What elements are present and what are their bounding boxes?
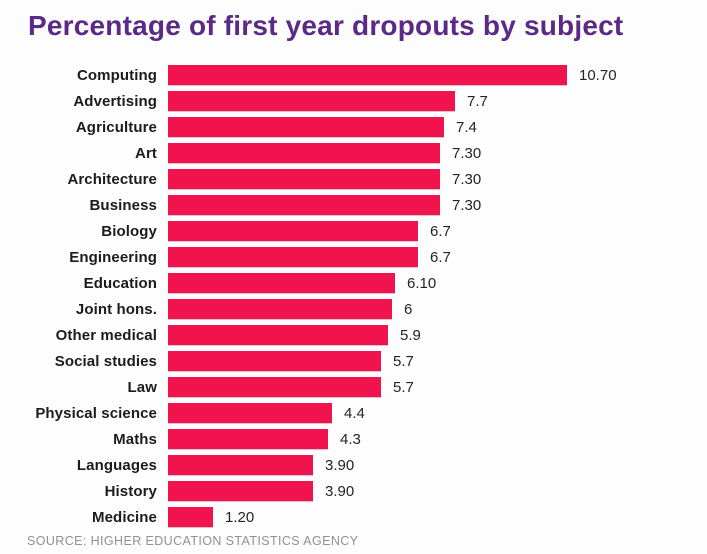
bar	[168, 455, 313, 475]
value-label: 7.30	[452, 144, 482, 162]
value-label: 10.70	[579, 66, 617, 84]
chart-row: Engineering 6.7	[0, 244, 707, 270]
category-label: Agriculture	[75, 118, 157, 136]
bar	[168, 91, 455, 111]
value-label: 5.7	[393, 378, 414, 396]
bar-track: 7.30	[168, 195, 707, 215]
chart-row: History 3.90	[0, 478, 707, 504]
value-label: 1.20	[225, 508, 255, 526]
chart-row: Social studies 5.7	[0, 348, 707, 374]
bar	[168, 195, 440, 215]
chart-row: Physical science 4.4	[0, 400, 707, 426]
value-label: 7.7	[467, 92, 488, 110]
bar-track: 6.7	[168, 247, 707, 267]
bar	[168, 507, 213, 527]
bar-track: 4.4	[168, 403, 707, 423]
category-label: Maths	[113, 430, 157, 448]
bar-track: 6.7	[168, 221, 707, 241]
bar	[168, 351, 381, 371]
bar	[168, 273, 395, 293]
bar	[168, 247, 418, 267]
bar	[168, 299, 392, 319]
bar	[168, 117, 444, 137]
category-label: History	[104, 482, 157, 500]
bar-track: 7.7	[168, 91, 707, 111]
bar-track: 3.90	[168, 481, 707, 501]
bar-track: 6.10	[168, 273, 707, 293]
value-label: 7.30	[452, 196, 482, 214]
chart-row: Languages 3.90	[0, 452, 707, 478]
category-label: Architecture	[67, 170, 157, 188]
bar-chart: Computing 10.70 Advertising 7.7 Agricult…	[0, 62, 707, 530]
bar-track: 5.9	[168, 325, 707, 345]
bar-track: 7.30	[168, 169, 707, 189]
bar	[168, 325, 388, 345]
bar	[168, 169, 440, 189]
value-label: 4.3	[340, 430, 361, 448]
bar-track: 5.7	[168, 351, 707, 371]
bar-track: 3.90	[168, 455, 707, 475]
chart-row: Biology 6.7	[0, 218, 707, 244]
bar	[168, 403, 332, 423]
bar-track: 10.70	[168, 65, 707, 85]
chart-row: Art 7.30	[0, 140, 707, 166]
value-label: 3.90	[325, 456, 355, 474]
value-label: 6.10	[407, 274, 437, 292]
value-label: 4.4	[344, 404, 365, 422]
bar-track: 5.7	[168, 377, 707, 397]
bar	[168, 429, 328, 449]
category-label: Business	[89, 196, 157, 214]
bar-track: 7.30	[168, 143, 707, 163]
category-label: Art	[135, 144, 157, 162]
chart-row: Law 5.7	[0, 374, 707, 400]
category-label: Computing	[76, 66, 157, 84]
value-label: 6	[404, 300, 413, 318]
category-label: Other medical	[55, 326, 157, 344]
chart-row: Medicine 1.20	[0, 504, 707, 530]
chart-row: Maths 4.3	[0, 426, 707, 452]
bar-track: 7.4	[168, 117, 707, 137]
chart-title: Percentage of first year dropouts by sub…	[28, 10, 624, 41]
chart-row: Other medical 5.9	[0, 322, 707, 348]
chart-row: Architecture 7.30	[0, 166, 707, 192]
category-label: Law	[127, 378, 157, 396]
bar-track: 4.3	[168, 429, 707, 449]
value-label: 6.7	[430, 222, 451, 240]
bar	[168, 221, 418, 241]
category-label: Engineering	[69, 248, 157, 266]
chart-row: Advertising 7.7	[0, 88, 707, 114]
category-label: Joint hons.	[75, 300, 157, 318]
chart-row: Agriculture 7.4	[0, 114, 707, 140]
category-label: Social studies	[54, 352, 157, 370]
value-label: 7.30	[452, 170, 482, 188]
value-label: 5.7	[393, 352, 414, 370]
bar	[168, 65, 567, 85]
bar	[168, 143, 440, 163]
category-label: Languages	[76, 456, 157, 474]
category-label: Physical science	[35, 404, 157, 422]
chart-row: Business 7.30	[0, 192, 707, 218]
category-label: Medicine	[92, 508, 157, 526]
category-label: Advertising	[73, 92, 157, 110]
chart-row: Joint hons. 6	[0, 296, 707, 322]
bar-track: 1.20	[168, 507, 707, 527]
chart-row: Education 6.10	[0, 270, 707, 296]
bar-track: 6	[168, 299, 707, 319]
chart-row: Computing 10.70	[0, 62, 707, 88]
category-label: Education	[83, 274, 157, 292]
value-label: 5.9	[400, 326, 421, 344]
bar	[168, 481, 313, 501]
value-label: 3.90	[325, 482, 355, 500]
source-note: SOURCE: HIGHER EDUCATION STATISTICS AGEN…	[27, 534, 359, 548]
value-label: 6.7	[430, 248, 451, 266]
bar	[168, 377, 381, 397]
category-label: Biology	[101, 222, 157, 240]
value-label: 7.4	[456, 118, 477, 136]
